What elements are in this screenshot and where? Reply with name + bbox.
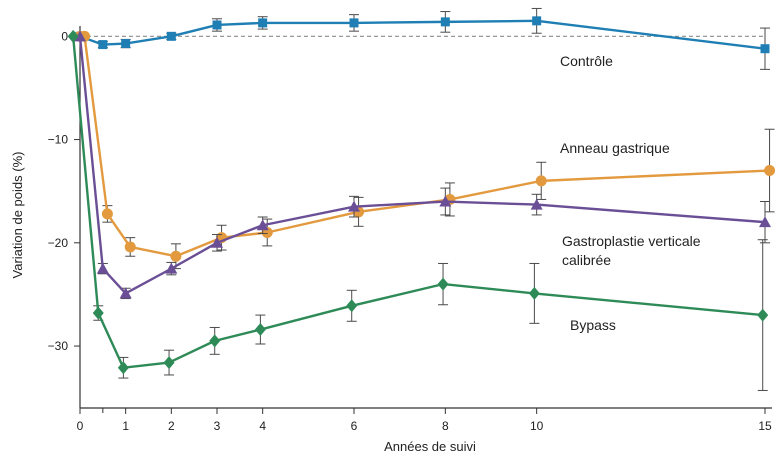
data-point: [163, 356, 175, 370]
series-line: [79, 19, 766, 50]
data-point: [101, 208, 113, 220]
series-line: [78, 36, 766, 295]
data-point: [256, 219, 269, 231]
x-tick-label: 1: [122, 419, 129, 433]
data-point: [530, 198, 543, 210]
series-label-bypass: Bypass: [570, 317, 616, 333]
data-point: [96, 262, 109, 274]
series-label-gastroplastie-line-1: Gastroplastie verticale: [562, 233, 701, 249]
data-point: [532, 16, 542, 26]
series-label-gastroplastie: Gastroplastie verticale calibrée: [562, 233, 704, 268]
data-point: [98, 40, 108, 50]
data-point: [535, 175, 547, 187]
data-point: [759, 216, 771, 228]
data-point: [212, 20, 222, 30]
data-point: [439, 195, 452, 207]
data-point: [757, 308, 769, 322]
y-ticks: 0 −10 −20 −30: [48, 29, 80, 353]
series-line: [71, 36, 763, 369]
data-point: [764, 165, 776, 177]
data-point: [121, 39, 131, 49]
y-axis-label: Variation de poids (%): [10, 152, 25, 279]
data-point: [211, 236, 223, 248]
data-point: [528, 286, 540, 300]
data-point: [254, 323, 266, 337]
data-point: [92, 306, 104, 320]
data-point: [165, 262, 178, 274]
data-point: [124, 241, 136, 253]
x-axis-label: Années de suivi: [384, 439, 476, 454]
data-point: [440, 17, 450, 27]
y-tick-label: −30: [48, 339, 69, 353]
series-label-gastroplastie-line-2: calibrée: [562, 252, 611, 268]
data-point: [348, 200, 360, 212]
x-tick-label: 8: [442, 419, 449, 433]
data-point: [119, 287, 132, 299]
x-tick-label: 10: [530, 419, 544, 433]
data-point: [67, 29, 79, 43]
x-tick-label: 0: [77, 419, 84, 433]
data-point: [760, 44, 770, 54]
data-point: [209, 334, 221, 348]
y-tick-label: −10: [48, 133, 69, 147]
data-point: [170, 250, 182, 262]
series-gastroplastie-verticale-calibree: [74, 30, 771, 300]
y-tick-label: −20: [48, 236, 69, 250]
data-point: [117, 361, 129, 375]
data-point: [437, 277, 449, 291]
data-point: [166, 31, 176, 41]
x-tick-label: 2: [168, 419, 175, 433]
x-tick-label: 6: [351, 419, 358, 433]
series-controle: [75, 7, 770, 70]
x-ticks: 0 1 2 3 4 6 8 10 15: [77, 408, 772, 433]
x-tick-label: 3: [214, 419, 221, 433]
data-point: [349, 18, 359, 28]
series-bypass: [67, 29, 769, 391]
y-tick-label: 0: [61, 29, 68, 43]
data-point: [258, 18, 268, 28]
data-point: [74, 30, 86, 42]
axes: [79, 26, 772, 409]
series-label-controle: Contrôle: [560, 53, 613, 69]
x-tick-label: 15: [758, 419, 772, 433]
series-layer: [67, 7, 776, 391]
x-tick-label: 4: [259, 419, 266, 433]
data-point: [346, 299, 358, 313]
series-label-anneau-gastrique: Anneau gastrique: [560, 140, 670, 156]
